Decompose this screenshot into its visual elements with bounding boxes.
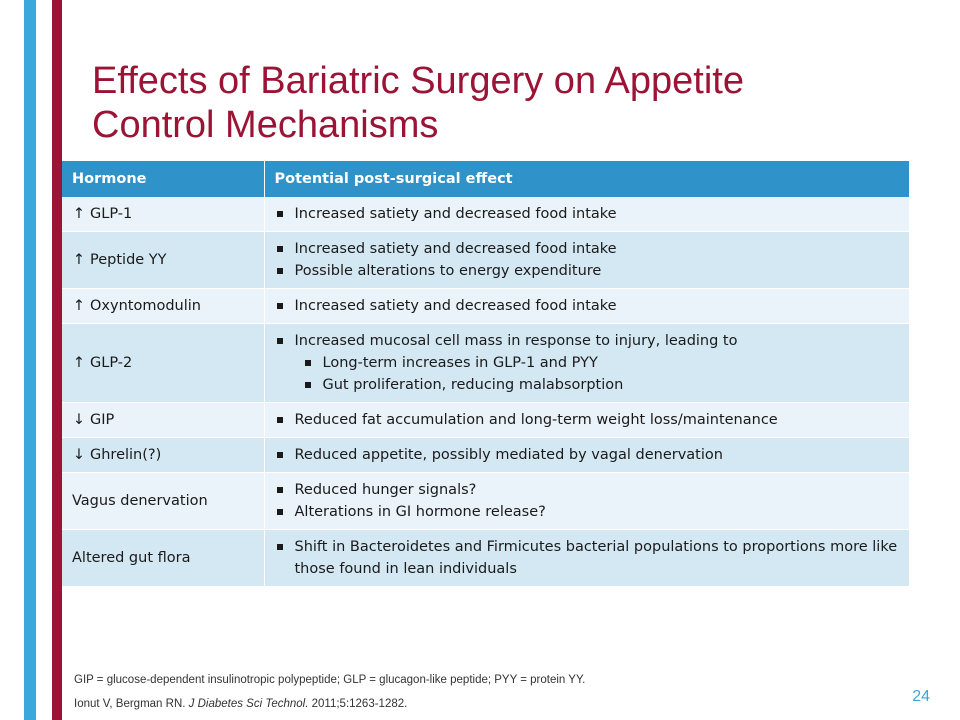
effect-item: Reduced hunger signals?: [275, 479, 900, 501]
table-row: ↑ Oxyntomodulin Increased satiety and decr…: [62, 288, 910, 324]
effect-list: Increased satiety and decreased food int…: [275, 295, 900, 317]
up-arrow-icon: ↑: [72, 206, 86, 222]
hormone-cell: ↑ GLP-1: [62, 197, 265, 232]
hormone-cell: Vagus denervation: [62, 472, 265, 530]
sub-effect-item: Gut proliferation, reducing malabsorptio…: [303, 374, 900, 396]
hormone-name: Altered gut flora: [72, 550, 191, 566]
hormone-name: Oxyntomodulin: [90, 298, 201, 314]
hormone-name: Peptide YY: [90, 252, 167, 268]
abbreviation-footnote: GIP = glucose-dependent insulinotropic p…: [74, 674, 586, 686]
effect-list: Reduced hunger signals? Alterations in GI…: [275, 479, 900, 523]
effect-list: Shift in Bacteroidetes and Firmicutes ba…: [275, 536, 900, 580]
effect-list: Increased satiety and decreased food int…: [275, 203, 900, 225]
citation: Ionut V, Bergman RN. J Diabetes Sci Tech…: [74, 698, 407, 710]
hormone-cell: Altered gut flora: [62, 529, 265, 587]
citation-authors: Ionut V, Bergman RN.: [74, 698, 186, 710]
table-row: ↓ GIP Reduced fat accumulation and long-te…: [62, 402, 910, 438]
effect-item: Reduced fat accumulation and long-term w…: [275, 409, 900, 431]
hormone-cell: ↑ GLP-2: [62, 323, 265, 403]
up-arrow-icon: ↑: [72, 298, 86, 314]
effect-item: Alterations in GI hormone release?: [275, 501, 900, 523]
table-row: Vagus denervation Reduced hunger signals?…: [62, 472, 910, 530]
effect-cell: Reduced fat accumulation and long-term w…: [264, 402, 910, 438]
title-line-1: Effects of Bariatric Surgery on Appetite: [92, 60, 744, 103]
header-hormone: Hormone: [62, 161, 265, 197]
hormone-name: GLP-1: [90, 206, 133, 222]
effect-cell: Reduced hunger signals? Alterations in GI…: [264, 472, 910, 530]
hormone-cell: ↑ Oxyntomodulin: [62, 288, 265, 324]
citation-journal: J Diabetes Sci Technol.: [188, 698, 309, 710]
left-accent-bar-blue: [24, 0, 36, 720]
table-row: ↑ GLP-2 Increased mucosal cell mass in res…: [62, 323, 910, 403]
effect-item: Increased satiety and decreased food int…: [275, 238, 900, 260]
header-effect: Potential post-surgical effect: [264, 161, 910, 197]
left-accent-bar-red: [52, 0, 62, 720]
effect-list: Reduced fat accumulation and long-term w…: [275, 409, 900, 431]
effect-cell: Increased satiety and decreased food int…: [264, 288, 910, 324]
effect-cell: Shift in Bacteroidetes and Firmicutes ba…: [264, 529, 910, 587]
effect-cell: Increased satiety and decreased food int…: [264, 231, 910, 289]
table-row: ↑ GLP-1 Increased satiety and decreased fo…: [62, 197, 910, 232]
hormone-name: Ghrelin(?): [90, 447, 162, 463]
down-arrow-icon: ↓: [72, 412, 86, 428]
down-arrow-icon: ↓: [72, 447, 86, 463]
effect-item: Shift in Bacteroidetes and Firmicutes ba…: [275, 536, 900, 580]
effect-list: Reduced appetite, possibly mediated by v…: [275, 444, 900, 466]
table-body: ↑ GLP-1 Increased satiety and decreased fo…: [62, 197, 910, 587]
hormone-name: GIP: [90, 412, 115, 428]
hormone-cell: ↓ GIP: [62, 402, 265, 438]
effect-list: Increased mucosal cell mass in response …: [275, 330, 900, 352]
table-header-row: Hormone Potential post-surgical effect: [62, 161, 910, 197]
effect-cell: Increased mucosal cell mass in response …: [264, 323, 910, 403]
table-row: ↓ Ghrelin(?) Reduced appetite, possibly me…: [62, 437, 910, 473]
page-number: 24: [912, 688, 930, 705]
effect-cell: Reduced appetite, possibly mediated by v…: [264, 437, 910, 473]
hormone-name: Vagus denervation: [72, 493, 208, 509]
title-line-2: Control Mechanisms: [92, 104, 439, 147]
hormone-cell: ↑ Peptide YY: [62, 231, 265, 289]
citation-details: 2011;5:1263-1282.: [311, 698, 408, 710]
hormone-name: GLP-2: [90, 355, 133, 371]
effect-cell: Increased satiety and decreased food int…: [264, 197, 910, 232]
effect-list: Increased satiety and decreased food int…: [275, 238, 900, 282]
effect-item: Increased satiety and decreased food int…: [275, 203, 900, 225]
table-row: Altered gut flora Shift in Bacteroidetes …: [62, 529, 910, 587]
up-arrow-icon: ↑: [72, 252, 86, 268]
effect-item: Increased mucosal cell mass in response …: [275, 330, 900, 352]
hormone-cell: ↓ Ghrelin(?): [62, 437, 265, 473]
effect-item: Reduced appetite, possibly mediated by v…: [275, 444, 900, 466]
effect-item: Increased satiety and decreased food int…: [275, 295, 900, 317]
up-arrow-icon: ↑: [72, 355, 86, 371]
hormone-effects-table: Hormone Potential post-surgical effect ↑…: [62, 161, 910, 587]
table-row: ↑ Peptide YY Increased satiety and decreas…: [62, 231, 910, 289]
slide-title: Effects of Bariatric Surgery on Appetite…: [92, 59, 952, 147]
effect-item: Possible alterations to energy expenditu…: [275, 260, 900, 282]
sub-effect-list: Long-term increases in GLP-1 and PYY Gut …: [275, 352, 900, 396]
sub-effect-item: Long-term increases in GLP-1 and PYY: [303, 352, 900, 374]
